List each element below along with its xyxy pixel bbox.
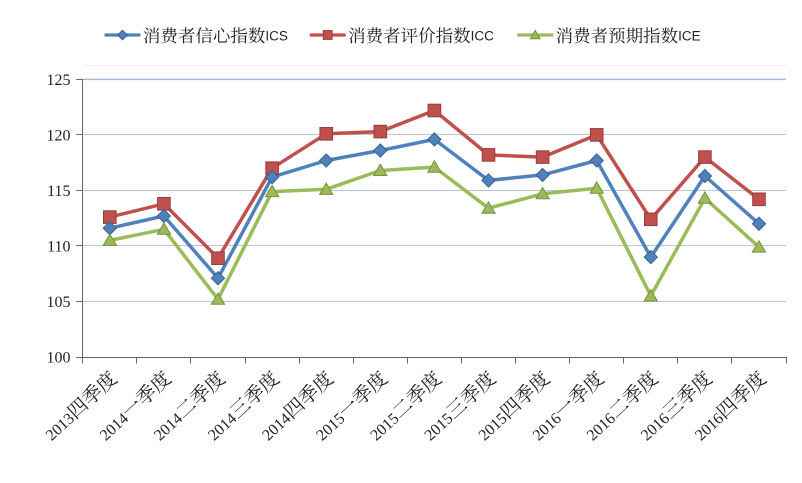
svg-text:125: 125 xyxy=(47,72,71,89)
svg-text:120: 120 xyxy=(47,127,71,144)
svg-text:ICC: ICC xyxy=(471,28,495,43)
svg-text:100: 100 xyxy=(47,350,71,367)
svg-text:105: 105 xyxy=(47,294,71,311)
svg-text:115: 115 xyxy=(47,183,70,200)
svg-text:ICE: ICE xyxy=(678,28,701,43)
svg-text:ICS: ICS xyxy=(265,28,288,43)
svg-text:110: 110 xyxy=(47,239,70,256)
